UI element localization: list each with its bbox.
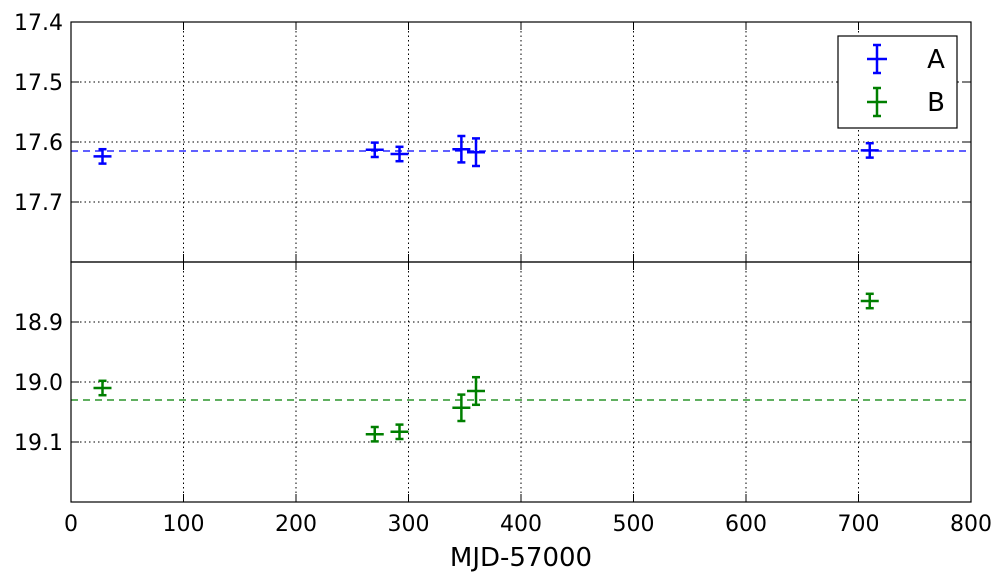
legend-label: B [927, 88, 945, 118]
y-tick-label: 18.9 [14, 311, 63, 336]
legend-box [837, 35, 958, 129]
y-tick-label: 17.6 [14, 131, 63, 156]
x-tick-label: 800 [950, 512, 992, 537]
legend-label: A [927, 45, 945, 75]
x-tick-label: 400 [500, 512, 542, 537]
grid-lines [71, 22, 971, 502]
x-tick-label: 700 [838, 512, 880, 537]
data-point-a [467, 137, 485, 168]
x-tick-label: 200 [275, 512, 317, 537]
data-point-a [860, 141, 879, 159]
tick-labels: 17.4 17.5 17.6 17.7 18.9 19.0 19.1 0 100 200 300 40… [14, 11, 992, 537]
legend: AB [837, 35, 958, 129]
y-tick-label: 17.5 [14, 71, 63, 96]
x-tick-label: 600 [725, 512, 767, 537]
data-point-a [390, 145, 409, 163]
data-point-b [860, 292, 879, 310]
data-point-b [452, 393, 471, 423]
y-tick-label: 17.4 [14, 11, 63, 36]
data-point-b [365, 425, 384, 443]
data-point-a [365, 141, 384, 159]
tick-marks [70, 21, 972, 502]
data-point-b [467, 375, 485, 407]
x-axis-title: MJD-57000 [450, 543, 592, 573]
data-point-b [93, 379, 112, 397]
x-tick-label: 100 [163, 512, 205, 537]
y-tick-label: 17.7 [14, 191, 63, 216]
data-point-a [93, 147, 112, 165]
legend-item-a: A [867, 43, 945, 75]
y-tick-label: 19.1 [14, 431, 63, 456]
y-tick-label: 19.0 [14, 371, 63, 396]
data-point-b [390, 423, 409, 441]
x-tick-label: 0 [64, 512, 78, 537]
x-tick-label: 300 [388, 512, 430, 537]
x-tick-label: 500 [613, 512, 655, 537]
mean-lines [71, 150, 971, 401]
data-points [93, 134, 879, 443]
legend-item-b: B [867, 86, 945, 118]
data-point-a [452, 134, 471, 164]
